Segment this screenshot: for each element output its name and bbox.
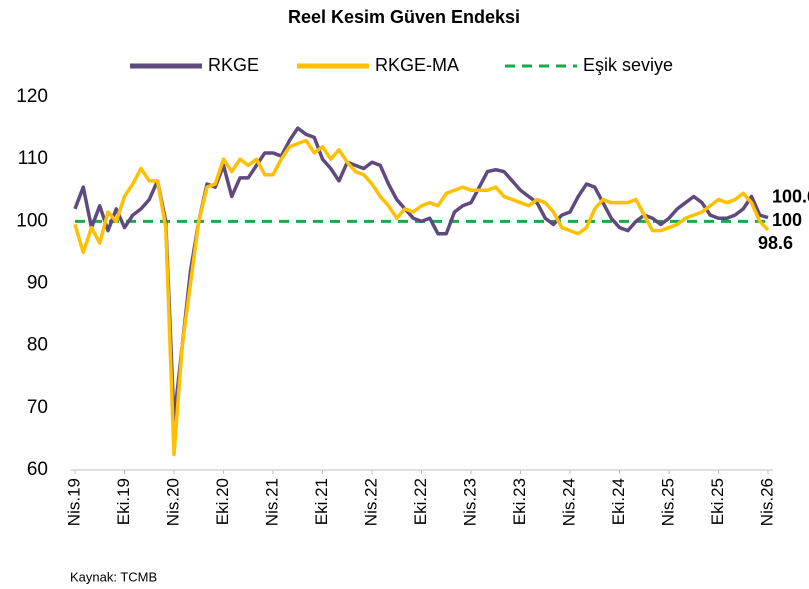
y-tick-label: 60 <box>27 459 48 480</box>
legend-label: Eşik seviye <box>583 55 673 75</box>
y-tick-label: 110 <box>18 148 48 169</box>
series-line <box>73 138 770 457</box>
legend-label: RKGE-MA <box>375 55 459 75</box>
chart-title: Reel Kesim Güven Endeksi <box>288 7 520 27</box>
y-tick-label: 70 <box>27 397 48 418</box>
x-tick-label: Nis.21 <box>262 478 281 526</box>
end-value-label: 100.6 <box>772 186 809 206</box>
x-tick-label: Eki.20 <box>213 478 232 525</box>
x-tick-label: Eki.21 <box>312 478 331 525</box>
end-value-label: 98.6 <box>758 233 793 253</box>
x-tick-label: Nis.23 <box>460 478 479 526</box>
x-tick-label: Eki.19 <box>114 478 133 525</box>
x-tick-label: Nis.22 <box>361 478 380 526</box>
x-tick-label: Eki.23 <box>510 478 529 525</box>
x-tick-label: Nis.26 <box>757 478 776 526</box>
source-note: Kaynak: TCMB <box>70 569 157 584</box>
end-value-label: 100 <box>772 210 802 230</box>
y-tick-label: 90 <box>27 273 48 294</box>
x-tick-label: Eki.25 <box>708 478 727 525</box>
x-tick-label: Nis.19 <box>64 478 83 526</box>
y-tick-label: 80 <box>27 335 48 356</box>
y-tick-label: 120 <box>16 86 48 107</box>
x-tick-label: Nis.20 <box>163 478 182 526</box>
x-tick-label: Eki.24 <box>609 478 628 525</box>
x-tick-label: Nis.24 <box>559 478 578 526</box>
x-tick-label: Nis.25 <box>658 478 677 526</box>
y-tick-label: 100 <box>16 210 48 231</box>
x-tick-label: Eki.22 <box>411 478 430 525</box>
legend-label: RKGE <box>208 55 259 75</box>
